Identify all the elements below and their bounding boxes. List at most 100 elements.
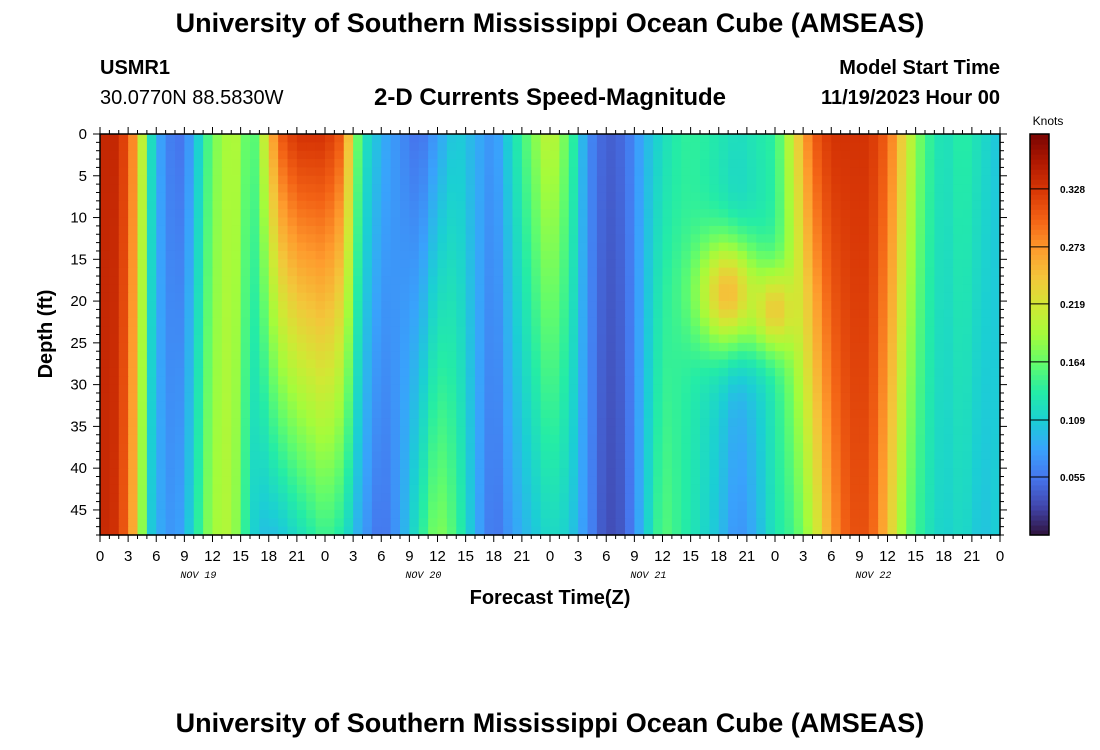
heatmap-cell xyxy=(587,242,598,252)
heatmap-cell xyxy=(690,434,701,444)
heatmap-cell xyxy=(690,259,701,269)
heatmap-cell xyxy=(662,342,673,352)
heatmap-cell xyxy=(709,159,720,169)
heatmap-cell xyxy=(971,334,982,344)
heatmap-cell xyxy=(437,250,448,260)
heatmap-cell xyxy=(615,326,626,336)
heatmap-cell xyxy=(418,509,429,519)
heatmap-cell xyxy=(446,150,457,160)
heatmap-cell xyxy=(681,292,692,302)
heatmap-cell xyxy=(859,418,870,427)
heatmap-cell xyxy=(231,459,242,469)
x-tick-label: 21 xyxy=(739,548,756,565)
heatmap-cell xyxy=(681,451,692,461)
heatmap-cell xyxy=(334,217,345,227)
heatmap-cell xyxy=(390,351,401,361)
heatmap-cell xyxy=(896,234,907,244)
heatmap-cell xyxy=(465,334,476,344)
heatmap-cell xyxy=(700,134,710,143)
heatmap-cell xyxy=(512,493,523,503)
heatmap-cell xyxy=(962,284,973,294)
heatmap-cell xyxy=(606,334,617,344)
heatmap-cell xyxy=(728,234,739,244)
heatmap-cell xyxy=(428,434,439,444)
heatmap-cell xyxy=(915,167,926,177)
heatmap-cell xyxy=(840,376,851,386)
heatmap-cell xyxy=(671,401,682,411)
heatmap-cell xyxy=(512,426,523,436)
heatmap-cell xyxy=(137,184,148,194)
heatmap-cell xyxy=(728,376,739,386)
heatmap-cell xyxy=(465,367,476,377)
heatmap-cell xyxy=(250,434,260,444)
heatmap-cell xyxy=(981,317,992,327)
heatmap-cell xyxy=(109,175,120,185)
heatmap-cell xyxy=(971,518,982,528)
heatmap-cell xyxy=(878,150,889,160)
heatmap-cell xyxy=(559,159,570,169)
heatmap-cell xyxy=(475,326,485,336)
station-id: USMR1 xyxy=(100,57,171,79)
heatmap-cell xyxy=(334,192,345,202)
heatmap-cell xyxy=(334,309,345,319)
heatmap-cell xyxy=(428,200,439,210)
heatmap-cell xyxy=(859,259,870,269)
heatmap-cell xyxy=(137,242,148,252)
heatmap-cell xyxy=(503,317,514,327)
heatmap-cell xyxy=(512,384,523,394)
heatmap-cell xyxy=(325,501,335,511)
heatmap-cell xyxy=(756,150,767,160)
heatmap-cell xyxy=(878,443,889,453)
heatmap-cell xyxy=(840,292,851,302)
heatmap-cell xyxy=(784,351,795,361)
heatmap-cell xyxy=(953,284,964,294)
heatmap-cell xyxy=(906,309,917,319)
heatmap-cell xyxy=(390,334,401,344)
heatmap-cell xyxy=(728,192,739,202)
heatmap-cell xyxy=(203,301,214,311)
heatmap-cell xyxy=(700,334,710,344)
heatmap-cell xyxy=(428,276,439,285)
heatmap-cell xyxy=(934,284,945,294)
heatmap-cell xyxy=(165,309,176,319)
heatmap-cell xyxy=(175,250,185,260)
heatmap-cell xyxy=(156,518,167,528)
heatmap-cell xyxy=(381,409,392,419)
heatmap-cell xyxy=(681,301,692,311)
heatmap-cell xyxy=(175,443,185,453)
heatmap-cell xyxy=(278,476,289,486)
heatmap-cell xyxy=(343,334,354,344)
heatmap-cell xyxy=(362,192,373,202)
heatmap-cell xyxy=(971,342,982,352)
heatmap-cell xyxy=(643,175,654,185)
heatmap-cell xyxy=(259,267,270,277)
heatmap-cell xyxy=(662,292,673,302)
heatmap-cell xyxy=(353,401,364,411)
heatmap-cell xyxy=(371,401,382,411)
heatmap-cell xyxy=(681,192,692,202)
heatmap-cell xyxy=(625,459,635,469)
heatmap-cell xyxy=(559,134,570,143)
heatmap-cell xyxy=(821,493,832,503)
heatmap-cell xyxy=(353,351,364,361)
heatmap-cell xyxy=(446,342,457,352)
heatmap-cell xyxy=(503,217,514,227)
heatmap-cell xyxy=(878,192,889,202)
heatmap-cell xyxy=(315,292,326,302)
heatmap-cell xyxy=(671,509,682,519)
x-tick-label: 15 xyxy=(232,548,249,565)
heatmap-cell xyxy=(268,142,279,152)
heatmap-cell xyxy=(165,418,176,427)
heatmap-cell xyxy=(390,234,401,244)
heatmap-cell xyxy=(700,292,710,302)
heatmap-cell xyxy=(353,317,364,327)
heatmap-cell xyxy=(606,184,617,194)
heatmap-cell xyxy=(606,317,617,327)
heatmap-cell xyxy=(137,225,148,235)
heatmap-cell xyxy=(240,317,251,327)
heatmap-cell xyxy=(587,459,598,469)
heatmap-cell xyxy=(146,234,157,244)
heatmap-cell xyxy=(775,493,785,503)
heatmap-cell xyxy=(156,167,167,177)
heatmap-cell xyxy=(709,342,720,352)
